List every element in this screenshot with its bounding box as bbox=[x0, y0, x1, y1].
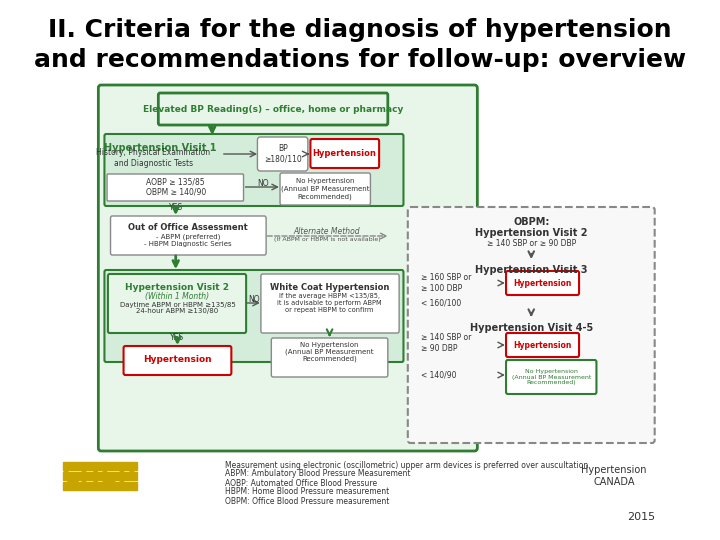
Text: Out of Office Assessment: Out of Office Assessment bbox=[128, 224, 248, 233]
Text: ≥ 160 SBP or
≥ 100 DBP: ≥ 160 SBP or ≥ 100 DBP bbox=[421, 273, 471, 293]
Text: AOBP ≥ 135/85
OBPM ≥ 140/90: AOBP ≥ 135/85 OBPM ≥ 140/90 bbox=[145, 177, 206, 197]
Text: < 140/90: < 140/90 bbox=[421, 370, 456, 380]
Text: Hypertension: Hypertension bbox=[312, 150, 377, 159]
FancyBboxPatch shape bbox=[258, 137, 308, 171]
Text: Hypertension
CANADA: Hypertension CANADA bbox=[581, 465, 647, 487]
FancyBboxPatch shape bbox=[158, 93, 388, 125]
FancyBboxPatch shape bbox=[506, 360, 596, 394]
Text: Hypertension: Hypertension bbox=[143, 355, 212, 364]
FancyBboxPatch shape bbox=[271, 338, 388, 377]
Text: - ABPM (preferred)
- HBPM Diagnostic Series: - ABPM (preferred) - HBPM Diagnostic Ser… bbox=[144, 233, 232, 247]
FancyBboxPatch shape bbox=[506, 271, 579, 295]
Text: YES: YES bbox=[171, 334, 184, 342]
Text: Measurement using electronic (oscillometric) upper arm devices is preferred over: Measurement using electronic (oscillomet… bbox=[225, 461, 588, 469]
Text: YES: YES bbox=[168, 202, 183, 212]
FancyBboxPatch shape bbox=[104, 134, 403, 206]
Text: (Within 1 Month): (Within 1 Month) bbox=[145, 292, 210, 300]
FancyBboxPatch shape bbox=[107, 174, 243, 201]
Text: CHEP: CHEP bbox=[62, 464, 137, 488]
Text: AOBP: Automated Office Blood Pressure: AOBP: Automated Office Blood Pressure bbox=[225, 478, 377, 488]
Text: If the average HBPM <135/85,
it is advisable to perform ABPM
or repeat HBPM to c: If the average HBPM <135/85, it is advis… bbox=[277, 293, 382, 313]
FancyBboxPatch shape bbox=[124, 346, 231, 375]
FancyBboxPatch shape bbox=[280, 173, 370, 205]
Bar bbox=[63, 472, 137, 480]
Text: Daytime ABPM or HBPM ≥135/85
24-hour ABPM ≥130/80: Daytime ABPM or HBPM ≥135/85 24-hour ABP… bbox=[120, 301, 235, 314]
Text: No Hypertension
(Annual BP Measurement
Recommended): No Hypertension (Annual BP Measurement R… bbox=[285, 341, 374, 362]
Text: OBPM: Office Blood Pressure measurement: OBPM: Office Blood Pressure measurement bbox=[225, 496, 390, 505]
Text: No Hypertension
(Annual BP Measurement
Recommended): No Hypertension (Annual BP Measurement R… bbox=[281, 179, 369, 199]
Text: White Coat Hypertension: White Coat Hypertension bbox=[270, 282, 390, 292]
FancyBboxPatch shape bbox=[310, 139, 379, 168]
Text: ≥ 140 SBP or
≥ 90 DBP: ≥ 140 SBP or ≥ 90 DBP bbox=[421, 333, 471, 353]
Text: ABPM: Ambulatory Blood Pressure Measurement: ABPM: Ambulatory Blood Pressure Measurem… bbox=[225, 469, 411, 478]
Text: Hypertension Visit 2: Hypertension Visit 2 bbox=[475, 228, 588, 238]
Text: Hypertension Visit 2: Hypertension Visit 2 bbox=[125, 282, 230, 292]
Text: NO: NO bbox=[248, 294, 260, 303]
Text: HBPM: Home Blood Pressure measurement: HBPM: Home Blood Pressure measurement bbox=[225, 488, 390, 496]
FancyBboxPatch shape bbox=[108, 274, 246, 333]
Text: Hypertension Visit 4-5: Hypertension Visit 4-5 bbox=[469, 323, 593, 333]
Bar bbox=[63, 462, 137, 470]
Text: II. Criteria for the diagnosis of hypertension: II. Criteria for the diagnosis of hypert… bbox=[48, 18, 672, 42]
Text: 2015: 2015 bbox=[627, 512, 655, 522]
Text: Hypertension Visit 3: Hypertension Visit 3 bbox=[475, 265, 588, 275]
Text: OBPM:: OBPM: bbox=[513, 217, 549, 227]
Text: BP
≥180/110: BP ≥180/110 bbox=[264, 144, 302, 164]
Text: No Hypertension
(Annual BP Measurement
Recommended): No Hypertension (Annual BP Measurement R… bbox=[511, 369, 591, 386]
FancyBboxPatch shape bbox=[506, 333, 579, 357]
Text: ≥ 140 SBP or ≥ 90 DBP: ≥ 140 SBP or ≥ 90 DBP bbox=[487, 239, 576, 247]
FancyBboxPatch shape bbox=[408, 207, 654, 443]
Text: History, Physical Examination
and Diagnostic Tests: History, Physical Examination and Diagno… bbox=[96, 148, 210, 168]
FancyBboxPatch shape bbox=[104, 270, 403, 362]
Text: NO: NO bbox=[257, 179, 269, 187]
Text: Elevated BP Reading(s) – office, home or pharmacy: Elevated BP Reading(s) – office, home or… bbox=[143, 105, 403, 113]
Text: Alternate Method: Alternate Method bbox=[294, 226, 360, 235]
Text: (If ABPM or HBPM is not available): (If ABPM or HBPM is not available) bbox=[274, 238, 380, 242]
Text: Hypertension: Hypertension bbox=[513, 341, 572, 349]
FancyBboxPatch shape bbox=[110, 216, 266, 255]
FancyBboxPatch shape bbox=[99, 85, 477, 451]
Text: Hypertension: Hypertension bbox=[513, 279, 572, 287]
Bar bbox=[63, 482, 137, 490]
FancyBboxPatch shape bbox=[261, 274, 399, 333]
Text: < 160/100: < 160/100 bbox=[421, 299, 461, 307]
Text: and recommendations for follow-up: overview: and recommendations for follow-up: overv… bbox=[34, 48, 686, 72]
Text: Hypertension Visit 1: Hypertension Visit 1 bbox=[104, 143, 216, 153]
